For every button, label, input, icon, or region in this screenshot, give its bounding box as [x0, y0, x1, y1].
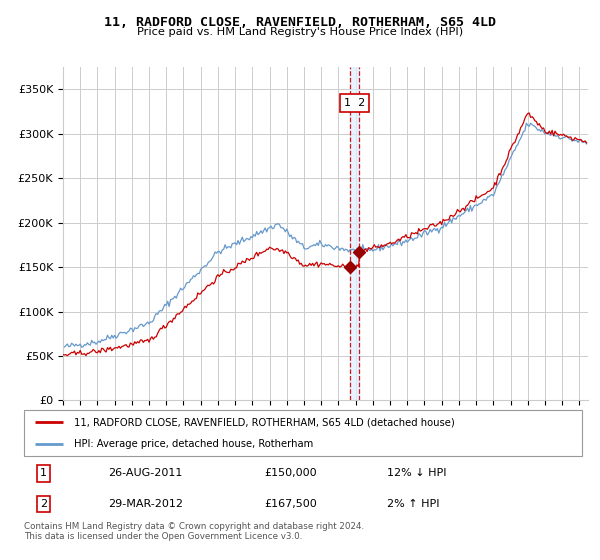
- FancyBboxPatch shape: [24, 410, 582, 456]
- Text: £167,500: £167,500: [264, 499, 317, 509]
- Text: Price paid vs. HM Land Registry's House Price Index (HPI): Price paid vs. HM Land Registry's House …: [137, 27, 463, 37]
- Text: 2: 2: [40, 499, 47, 509]
- Text: 29-MAR-2012: 29-MAR-2012: [108, 499, 182, 509]
- Text: 1 2: 1 2: [344, 98, 365, 108]
- Text: 26-AUG-2011: 26-AUG-2011: [108, 468, 182, 478]
- Text: 12% ↓ HPI: 12% ↓ HPI: [387, 468, 446, 478]
- Text: HPI: Average price, detached house, Rotherham: HPI: Average price, detached house, Roth…: [74, 440, 313, 450]
- Text: 1: 1: [40, 468, 47, 478]
- Text: 2% ↑ HPI: 2% ↑ HPI: [387, 499, 439, 509]
- Bar: [350, 67, 359, 400]
- Text: 11, RADFORD CLOSE, RAVENFIELD, ROTHERHAM, S65 4LD (detached house): 11, RADFORD CLOSE, RAVENFIELD, ROTHERHAM…: [74, 417, 455, 427]
- Text: 11, RADFORD CLOSE, RAVENFIELD, ROTHERHAM, S65 4LD: 11, RADFORD CLOSE, RAVENFIELD, ROTHERHAM…: [104, 16, 496, 29]
- Text: Contains HM Land Registry data © Crown copyright and database right 2024.
This d: Contains HM Land Registry data © Crown c…: [24, 522, 364, 542]
- Text: £150,000: £150,000: [264, 468, 317, 478]
